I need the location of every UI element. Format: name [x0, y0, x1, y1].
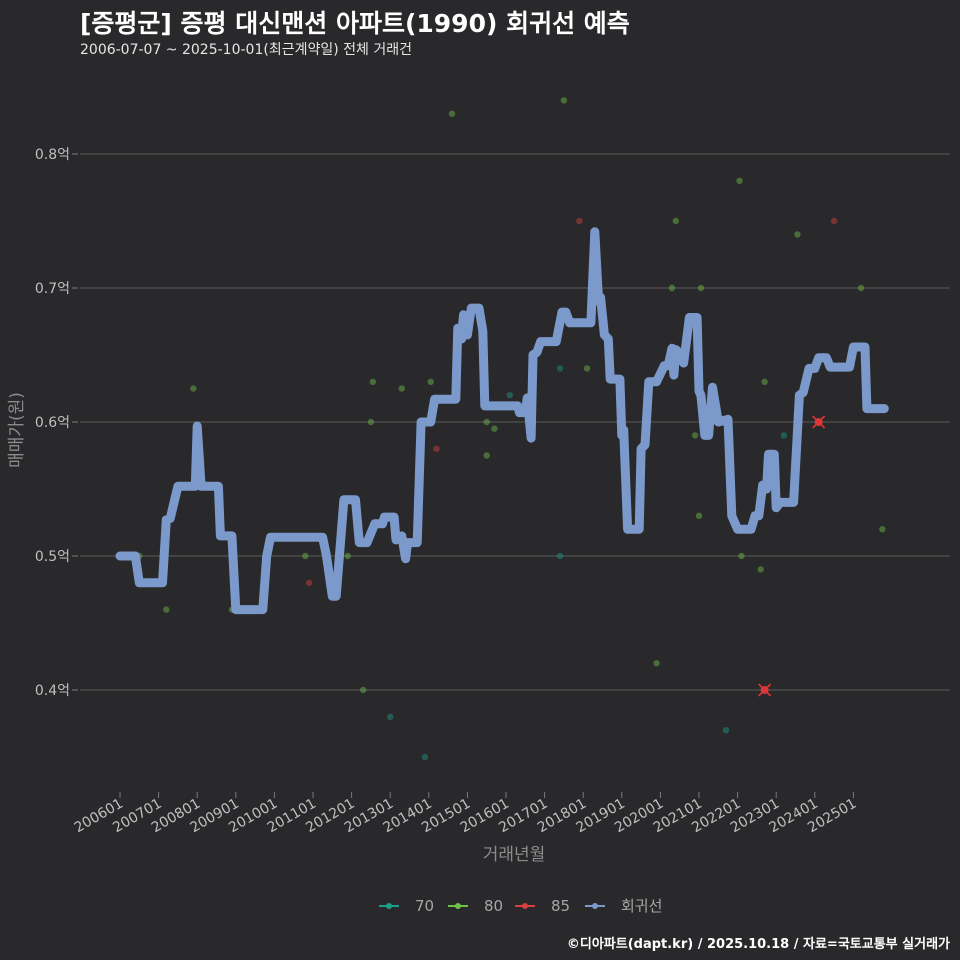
- legend-item-2: 80: [448, 897, 503, 915]
- data-point-80: [857, 284, 865, 292]
- chart-title: [증평군] 증평 대신맨션 아파트(1990) 회귀선 예측: [80, 9, 630, 38]
- y-tick-label: 0.4억: [35, 683, 70, 699]
- data-point-80: [491, 425, 498, 432]
- legend-item-4: 회귀선: [585, 897, 662, 915]
- data-point-80: [483, 418, 490, 426]
- data-point-80: [367, 418, 375, 426]
- data-point-70: [556, 365, 564, 372]
- data-point-80: [427, 378, 434, 385]
- data-point-80: [691, 432, 699, 439]
- data-point-70: [722, 727, 730, 734]
- legend-swatch-dot: [455, 903, 461, 909]
- data-point-80: [560, 97, 568, 104]
- legend-item-1: 70: [379, 897, 434, 915]
- y-axis-ticks: 0.4억 0.5억 0.6억 0.7억 0.8억: [35, 147, 78, 699]
- y-axis-title: 매매가(원): [7, 392, 27, 468]
- legend-label: 회귀선: [621, 897, 662, 915]
- data-point-70: [780, 432, 788, 439]
- data-point-80: [302, 552, 309, 560]
- data-point-85: [433, 445, 440, 452]
- data-point-80: [736, 177, 743, 184]
- data-point-85: [576, 217, 583, 225]
- legend: 70 80 85 회귀선: [379, 897, 662, 915]
- legend-label: 80: [484, 897, 503, 915]
- y-tick-label: 0.6억: [35, 415, 70, 431]
- legend-item-3: 85: [515, 897, 570, 915]
- regression-line-group: [115, 227, 889, 615]
- data-point-80: [359, 686, 367, 694]
- data-point-80: [794, 231, 801, 238]
- data-point-80: [697, 284, 705, 292]
- data-point-85: [305, 579, 313, 586]
- data-point-80: [761, 378, 768, 385]
- y-tick-label: 0.8억: [35, 147, 70, 163]
- data-point-80: [695, 512, 703, 519]
- data-point-70: [421, 753, 429, 761]
- data-point-85: [830, 217, 838, 225]
- data-point-80: [344, 552, 351, 560]
- legend-label: 85: [551, 897, 570, 915]
- data-point-70: [556, 552, 564, 560]
- data-point-80: [448, 110, 456, 118]
- data-point-80: [483, 452, 490, 459]
- data-point-70: [387, 713, 394, 720]
- data-point-80: [653, 660, 660, 667]
- data-point-80: [879, 526, 886, 533]
- y-tick-label: 0.5억: [35, 549, 70, 565]
- data-point-80: [672, 217, 680, 225]
- highlight-marker: [758, 683, 772, 697]
- data-point-80: [583, 365, 591, 372]
- data-point-80: [668, 284, 676, 292]
- scatter-points: [136, 97, 886, 761]
- grid-lines: [80, 153, 950, 691]
- highlight-marker: [812, 415, 826, 429]
- data-point-80: [369, 378, 377, 385]
- data-point-80: [190, 385, 197, 392]
- data-point-70: [506, 392, 514, 399]
- regression-line: [115, 227, 889, 615]
- x-axis-title: 거래년월: [483, 845, 546, 865]
- y-tick-label: 0.7억: [35, 281, 70, 297]
- highlighted-points: [758, 415, 826, 697]
- x-axis-ticks: 2006012007012008012009012010012011012012…: [72, 792, 859, 836]
- chart-subtitle: 2006-07-07 ~ 2025-10-01(최근계약일) 전체 거래건: [80, 42, 412, 58]
- data-point-80: [163, 606, 170, 613]
- footer-credit: ©디아파트(dapt.kr) / 2025.10.18 / 자료=국토교통부 실…: [566, 937, 950, 952]
- legend-label: 70: [415, 897, 434, 915]
- data-point-80: [398, 385, 405, 392]
- data-point-80: [757, 566, 764, 573]
- legend-swatch-dot: [592, 903, 598, 909]
- legend-swatch-dot: [522, 903, 528, 909]
- legend-swatch-dot: [386, 903, 392, 909]
- data-point-80: [738, 552, 745, 560]
